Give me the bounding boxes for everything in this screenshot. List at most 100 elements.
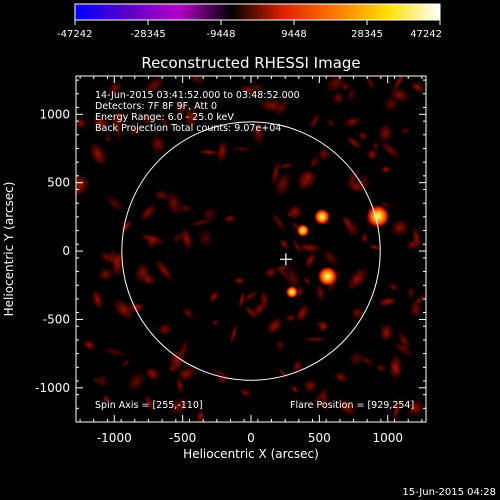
- artifact-blob: [238, 387, 252, 399]
- artifact-blob: [229, 145, 254, 152]
- artifact-blob: [299, 168, 318, 186]
- artifact-blob: [95, 372, 109, 389]
- x-tick-label: 1000: [372, 431, 403, 445]
- artifact-blob: [143, 393, 155, 413]
- artifact-blob: [103, 133, 114, 144]
- artifact-blob: [251, 299, 268, 319]
- x-tick-label: -500: [169, 431, 196, 445]
- artifact-blob: [345, 167, 361, 189]
- artifact-blob: [176, 337, 190, 364]
- spin-axis-marker: [279, 253, 292, 266]
- x-tick-label: 0: [247, 431, 255, 445]
- artifact-blob: [345, 135, 363, 150]
- artifact-blob: [247, 83, 268, 91]
- artifact-blob: [168, 396, 191, 417]
- artifact-blob: [153, 258, 175, 283]
- flare-source: [313, 208, 331, 226]
- artifact-blob: [149, 132, 167, 156]
- artifact-blob: [251, 117, 266, 148]
- artifact-blob: [410, 292, 426, 308]
- artifact-blob: [372, 140, 380, 153]
- artifact-blob: [400, 126, 411, 135]
- artifact-blob: [295, 241, 324, 254]
- artifact-blob: [388, 86, 411, 104]
- artifact-blob: [156, 321, 173, 337]
- colorbar-tick-label: 28345: [351, 29, 383, 40]
- annotation-detectors: Detectors: 7F 8F 9F, Att 0: [95, 101, 217, 112]
- artifact-blob: [186, 76, 208, 85]
- chart-title: Reconstructed RHESSI Image: [141, 54, 360, 72]
- y-tick-label: 0: [62, 244, 70, 258]
- artifact-blob: [324, 76, 348, 95]
- colorbar-tick-label: 47242: [410, 29, 442, 40]
- reconstruction-artifacts: [76, 76, 426, 422]
- artifact-blob: [389, 218, 410, 238]
- artifact-blob: [179, 362, 199, 384]
- artifact-blob: [335, 397, 358, 418]
- artifact-blob: [145, 235, 159, 251]
- annotation-method: Back Projection Total counts: 9.07e+04: [95, 123, 281, 134]
- y-tick-label: 500: [47, 176, 70, 190]
- artifact-blob: [274, 338, 287, 353]
- artifact-blob: [210, 318, 220, 327]
- artifact-blob: [409, 80, 426, 94]
- artifact-blob: [391, 340, 416, 359]
- y-tick-label: -1000: [35, 381, 70, 395]
- artifact-blob: [126, 371, 147, 392]
- artifact-blob: [238, 290, 246, 310]
- annotation-block: 14-Jun-2015 03:41:52.000 to 03:48:52.000…: [95, 90, 300, 134]
- artifact-blob: [121, 358, 131, 368]
- artifact-blob: [342, 115, 363, 129]
- artifact-blob: [107, 80, 123, 97]
- artifact-blob: [346, 266, 369, 292]
- artifact-blob: [241, 289, 260, 303]
- flare-source: [296, 223, 310, 238]
- x-axis-label: Heliocentric X (arcsec): [183, 447, 319, 461]
- artifact-blob: [265, 316, 284, 336]
- artifact-blob: [76, 116, 88, 130]
- timestamp: 15-Jun-2015 04:28: [402, 487, 496, 498]
- artifact-blob: [101, 346, 129, 358]
- axis-ticks: -1000 -500 0 500 1000 -1000 -500 0 500 1000: [35, 76, 426, 445]
- artifact-blob: [289, 384, 300, 395]
- artifact-blob: [286, 210, 295, 219]
- artifact-blob: [378, 322, 395, 343]
- artifact-blob: [263, 265, 278, 280]
- colorbar-tick-label: 9448: [281, 29, 306, 40]
- x-tick-label: -1000: [97, 431, 132, 445]
- annotation-time: 14-Jun-2015 03:41:52.000 to 03:48:52.000: [95, 90, 300, 101]
- artifact-blob: [378, 139, 402, 161]
- artifact-blob: [360, 231, 369, 245]
- artifact-blob: [171, 231, 186, 245]
- spin-axis-label: Spin Axis = [255,-110]: [95, 400, 203, 411]
- artifact-blob: [181, 306, 196, 320]
- colorbar-tick-label: -9448: [206, 29, 235, 40]
- artifact-blob: [270, 158, 281, 187]
- artifact-blob: [367, 243, 382, 251]
- artifact-blob: [350, 305, 365, 321]
- artifact-blob: [348, 349, 364, 368]
- artifact-blob: [156, 112, 172, 132]
- artifact-blob: [342, 219, 361, 239]
- artifact-blob: [111, 114, 124, 144]
- artifact-blob: [97, 266, 115, 282]
- artifact-blob: [139, 110, 154, 127]
- artifact-blob: [321, 247, 340, 268]
- artifact-blob: [238, 84, 258, 96]
- artifact-blob: [277, 367, 289, 380]
- artifact-blob: [406, 398, 426, 418]
- artifact-blob: [188, 217, 215, 228]
- artifact-blob: [301, 336, 329, 343]
- artifact-blob: [208, 290, 220, 304]
- plot-area: -1000 -500 0 500 1000 -1000 -500 0 500 1000: [35, 75, 427, 445]
- y-tick-label: 1000: [39, 107, 70, 121]
- flare-position-label: Flare Position = [929,254]: [290, 400, 414, 411]
- artifact-blob: [333, 370, 349, 384]
- annotation-energy: Energy Range: 6.0 - 25.0 keV: [95, 112, 234, 123]
- artifact-blob: [128, 125, 141, 136]
- artifact-blob: [175, 376, 185, 395]
- artifact-blob: [216, 138, 229, 165]
- artifact-blob: [274, 263, 292, 272]
- colorbar: [74, 3, 441, 21]
- artifact-blob: [101, 394, 111, 405]
